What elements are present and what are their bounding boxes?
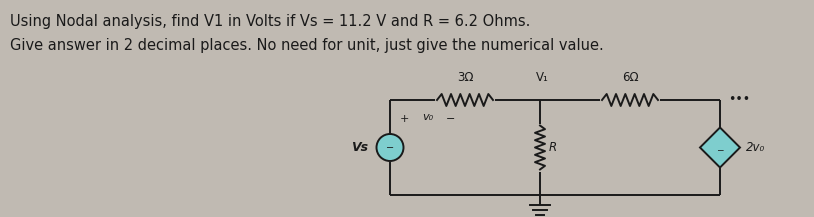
Text: V₁: V₁	[536, 71, 549, 84]
Text: R: R	[549, 141, 557, 154]
Text: −: −	[386, 143, 394, 153]
Text: +: +	[400, 114, 409, 124]
Text: −: −	[446, 114, 455, 124]
Text: Vs: Vs	[351, 141, 368, 154]
Text: •••: •••	[728, 94, 751, 107]
Text: −: −	[716, 145, 724, 154]
Ellipse shape	[377, 134, 404, 161]
Text: Give answer in 2 decimal places. No need for unit, just give the numerical value: Give answer in 2 decimal places. No need…	[10, 38, 604, 53]
Text: 2v₀: 2v₀	[746, 141, 765, 154]
Polygon shape	[700, 128, 740, 168]
Text: 3Ω: 3Ω	[457, 71, 473, 84]
Text: v₀: v₀	[422, 112, 433, 122]
Text: Using Nodal analysis, find V1 in Volts if Vs = 11.2 V and R = 6.2 Ohms.: Using Nodal analysis, find V1 in Volts i…	[10, 14, 531, 29]
Text: 6Ω: 6Ω	[622, 71, 638, 84]
